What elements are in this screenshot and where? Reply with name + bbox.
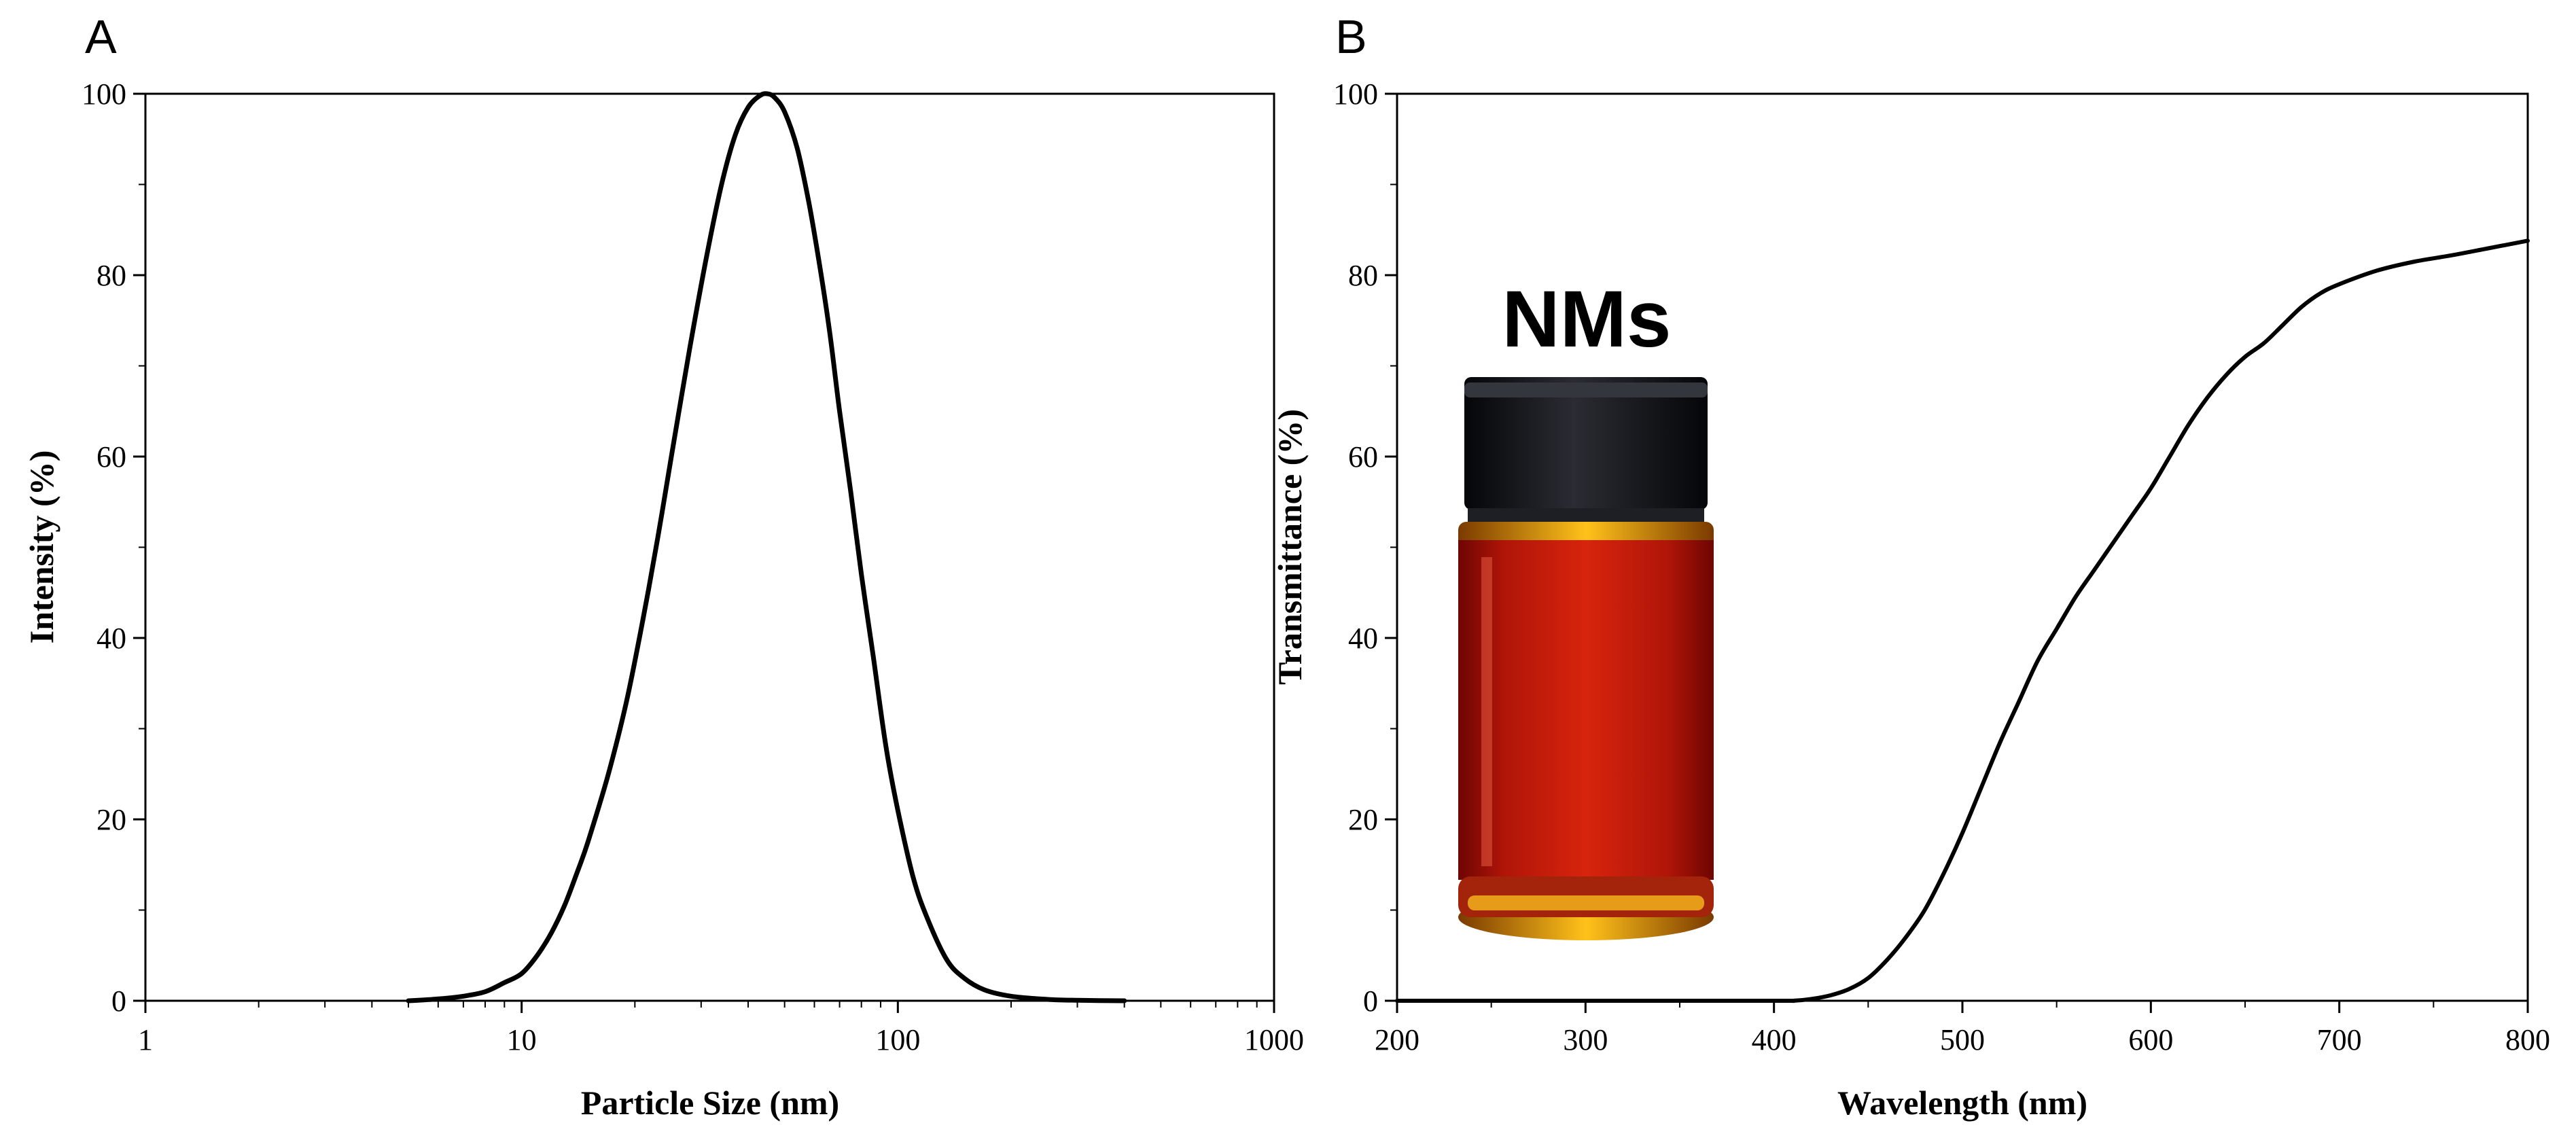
panel-a-y-tick-label: 100 bbox=[82, 77, 126, 111]
panel-a-letter: A bbox=[85, 10, 117, 63]
nms-label: NMs bbox=[1502, 274, 1671, 364]
panel-b-x-tick-label: 200 bbox=[1375, 1023, 1419, 1056]
panel-b-x-tick-label: 700 bbox=[2317, 1023, 2362, 1056]
panel-b-y-axis-title: Transmittance (%) bbox=[1271, 409, 1309, 685]
panel-b-x-tick-label: 800 bbox=[2505, 1023, 2550, 1056]
panel-b-tick-labels: 200 300 400 500 600 700 800 0 20 40 60 80 100 bbox=[1333, 77, 2550, 1056]
nms-vial-image: NMs bbox=[1458, 274, 1714, 940]
panel-a-x-tick-label: 1 bbox=[138, 1023, 153, 1056]
panel-b-plot-frame bbox=[1396, 92, 2529, 1002]
panel-a-x-tick-label: 10 bbox=[507, 1023, 537, 1056]
panel-a-y-tick-label: 80 bbox=[96, 259, 126, 292]
panel-a-x-tick-label: 1000 bbox=[1244, 1023, 1304, 1056]
panel-b: B NMs 200 300 400 500 600 700 800020406080100 … bbox=[1271, 10, 2550, 1122]
panel-b-y-tick-label: 40 bbox=[1348, 622, 1378, 655]
vial-cap-rim bbox=[1464, 383, 1708, 397]
panel-b-y-tick-label: 0 bbox=[1363, 984, 1378, 1018]
panel-b-ticks bbox=[1385, 92, 2529, 1013]
panel-b-x-axis-title: Wavelength (nm) bbox=[1837, 1084, 2087, 1122]
panel-a-plot-frame bbox=[144, 92, 1275, 1002]
vial-cap bbox=[1464, 377, 1708, 510]
panel-a-x-axis-title: Particle Size (nm) bbox=[581, 1084, 839, 1122]
panel-a-y-tick-label: 0 bbox=[111, 984, 126, 1018]
panel-a-y-tick-label: 20 bbox=[96, 803, 126, 836]
vial-base-glow bbox=[1468, 895, 1704, 910]
panel-a-x-tick-label: 100 bbox=[875, 1023, 920, 1056]
panel-b-x-tick-label: 300 bbox=[1563, 1023, 1608, 1056]
panel-b-transmittance-line bbox=[1395, 238, 2530, 1003]
panel-b-x-tick-label: 600 bbox=[2128, 1023, 2173, 1056]
vial-liquid bbox=[1458, 540, 1714, 880]
vial-neck bbox=[1468, 508, 1704, 523]
panel-a-tick-labels: 1 10 100 1000 0 20 40 60 80 100 bbox=[82, 77, 1304, 1056]
panel-a-intensity-line bbox=[406, 91, 1127, 1003]
panel-b-y-tick-label: 80 bbox=[1348, 259, 1378, 292]
panel-b-letter: B bbox=[1335, 10, 1367, 63]
vial-highlight bbox=[1481, 557, 1492, 866]
panel-a-y-tick-label: 40 bbox=[96, 622, 126, 655]
panel-a: A 1 10 100 1000 0 20 40 60 80 100 Particle Size (… bbox=[22, 10, 1304, 1122]
panel-b-y-tick-label: 60 bbox=[1348, 440, 1378, 474]
panel-a-y-axis-title: Intensity (%) bbox=[22, 450, 60, 644]
panel-b-y-tick-label: 20 bbox=[1348, 803, 1378, 836]
panel-b-y-tick-label: 100 bbox=[1333, 77, 1378, 111]
panel-b-x-tick-label: 400 bbox=[1752, 1023, 1797, 1056]
panel-a-ticks bbox=[133, 92, 1275, 1013]
panel-b-x-tick-label: 500 bbox=[1940, 1023, 1985, 1056]
panel-a-y-tick-label: 60 bbox=[96, 440, 126, 474]
